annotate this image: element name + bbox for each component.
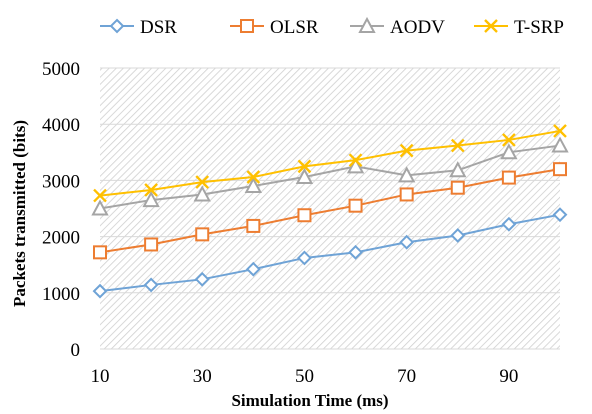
- data-point-olsr: [399, 187, 414, 202]
- data-point-t-srp: [348, 153, 363, 168]
- data-point-dsr: [297, 250, 312, 266]
- data-point-aodv: [142, 190, 160, 208]
- data-point-dsr: [501, 216, 517, 232]
- data-point-aodv: [551, 136, 569, 153]
- data-point-t-srp: [553, 124, 567, 138]
- data-point-dsr: [92, 283, 108, 299]
- legend-marker: [109, 18, 125, 34]
- data-point-t-srp: [297, 159, 312, 174]
- series-aodv: [91, 136, 569, 216]
- series-line-t-srp: [99, 129, 561, 197]
- data-point-dsr: [450, 228, 466, 243]
- x-tick-label: 10: [91, 366, 110, 387]
- series-dsr: [92, 207, 568, 299]
- legend: DSR OLSR AODV T-SRP: [100, 16, 564, 38]
- legend-label: T-SRP: [514, 17, 564, 38]
- data-point-aodv: [449, 161, 467, 178]
- legend-marker: [484, 19, 498, 33]
- y-tick-label: 3000: [42, 171, 80, 192]
- legend-item-t-srp: T-SRP: [474, 17, 564, 38]
- y-axis-title: Packets transmitted (bits): [10, 120, 29, 307]
- legend-marker: [358, 16, 376, 33]
- data-point-dsr: [194, 271, 210, 287]
- data-point-olsr: [501, 170, 516, 185]
- data-point-olsr: [348, 198, 363, 213]
- data-point-dsr: [143, 277, 159, 293]
- data-point-aodv: [244, 176, 263, 194]
- data-point-aodv: [346, 157, 365, 174]
- legend-label: AODV: [390, 17, 445, 38]
- data-point-t-srp: [246, 170, 261, 184]
- data-point-dsr: [245, 261, 261, 277]
- y-tick-label: 0: [71, 340, 81, 361]
- data-point-olsr: [553, 162, 567, 177]
- data-point-t-srp: [450, 138, 465, 153]
- legend-label: OLSR: [270, 17, 319, 38]
- data-point-aodv: [500, 143, 518, 160]
- y-tick-label: 1000: [42, 284, 80, 305]
- series-line-dsr: [99, 213, 561, 293]
- x-axis-title: Simulation Time (ms): [231, 391, 388, 410]
- data-point-dsr: [399, 234, 415, 250]
- data-point-t-srp: [93, 188, 107, 203]
- data-point-olsr: [297, 208, 312, 223]
- data-point-t-srp: [502, 133, 516, 147]
- series-group: [91, 124, 569, 299]
- data-point-olsr: [144, 237, 159, 252]
- legend-label: DSR: [140, 17, 177, 38]
- legend-item-dsr: DSR: [100, 17, 177, 38]
- data-point-aodv: [193, 185, 211, 202]
- y-tick-label: 5000: [42, 59, 80, 80]
- data-point-olsr: [195, 227, 210, 242]
- data-point-dsr: [348, 244, 363, 260]
- data-point-olsr: [246, 218, 261, 233]
- data-point-olsr: [450, 180, 465, 195]
- legend-marker: [240, 19, 254, 33]
- legend-item-aodv: AODV: [350, 16, 445, 38]
- data-point-t-srp: [144, 183, 158, 197]
- series-olsr: [93, 162, 567, 260]
- plot-area: [100, 68, 560, 349]
- axes: 0 1000 2000 3000 4000 5000 10 30 50 70 90: [42, 59, 560, 387]
- data-point-aodv: [295, 167, 314, 185]
- data-point-aodv: [91, 199, 109, 216]
- data-point-t-srp: [195, 175, 210, 189]
- x-tick-label: 90: [499, 366, 518, 387]
- x-tick-label: 50: [295, 366, 314, 387]
- data-point-aodv: [397, 166, 416, 183]
- x-tick-label: 70: [397, 366, 416, 387]
- x-tick-label: 30: [193, 366, 212, 387]
- series-t-srp: [93, 124, 567, 203]
- y-tick-label: 2000: [42, 228, 80, 249]
- data-point-dsr: [552, 207, 568, 223]
- y-tick-label: 4000: [42, 115, 80, 136]
- series-line-olsr: [99, 168, 561, 254]
- data-point-t-srp: [399, 143, 414, 158]
- series-line-aodv: [99, 144, 561, 210]
- legend-item-olsr: OLSR: [230, 17, 319, 38]
- data-point-olsr: [93, 245, 107, 260]
